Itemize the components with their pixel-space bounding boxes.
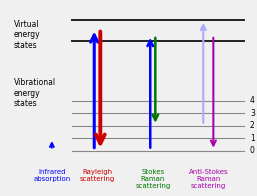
Text: 4: 4: [250, 96, 255, 105]
Text: 1: 1: [250, 134, 255, 143]
Text: 0: 0: [250, 146, 255, 155]
Text: Stokes
Raman
scattering: Stokes Raman scattering: [135, 169, 170, 189]
Text: 2: 2: [250, 121, 255, 130]
Text: Infrared
absorption: Infrared absorption: [33, 169, 70, 182]
Text: Rayleigh
scattering: Rayleigh scattering: [80, 169, 115, 182]
Text: Anti-Stokes
Raman
scattering: Anti-Stokes Raman scattering: [188, 169, 228, 189]
Text: Vibrational
energy
states: Vibrational energy states: [14, 78, 56, 108]
Text: 3: 3: [250, 109, 255, 118]
Text: Virtual
energy
states: Virtual energy states: [14, 20, 41, 50]
